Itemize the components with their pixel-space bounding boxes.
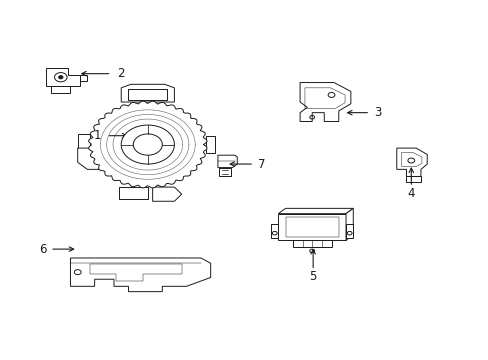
Polygon shape	[218, 155, 237, 168]
Polygon shape	[270, 224, 278, 238]
Polygon shape	[152, 187, 181, 201]
Polygon shape	[292, 240, 331, 247]
Polygon shape	[80, 76, 87, 81]
Circle shape	[54, 73, 67, 82]
Text: 7: 7	[257, 158, 264, 171]
Text: 4: 4	[407, 187, 414, 200]
Polygon shape	[88, 101, 206, 188]
Polygon shape	[51, 86, 70, 93]
Polygon shape	[121, 125, 174, 164]
Polygon shape	[205, 136, 215, 153]
Polygon shape	[346, 208, 352, 240]
Polygon shape	[278, 208, 352, 214]
Polygon shape	[119, 187, 147, 199]
Text: 5: 5	[309, 270, 316, 283]
Polygon shape	[78, 134, 90, 155]
Polygon shape	[121, 84, 174, 102]
Text: 3: 3	[373, 106, 380, 119]
Circle shape	[133, 134, 162, 155]
Polygon shape	[300, 82, 350, 122]
Polygon shape	[46, 68, 80, 86]
Text: 2: 2	[117, 67, 125, 80]
Polygon shape	[278, 214, 346, 240]
Polygon shape	[406, 176, 420, 182]
Polygon shape	[70, 258, 210, 292]
Text: 1: 1	[93, 129, 101, 142]
Text: 6: 6	[39, 243, 46, 256]
Polygon shape	[219, 168, 230, 176]
Polygon shape	[78, 148, 114, 169]
Polygon shape	[346, 224, 352, 238]
Circle shape	[59, 76, 62, 78]
Polygon shape	[396, 148, 427, 176]
